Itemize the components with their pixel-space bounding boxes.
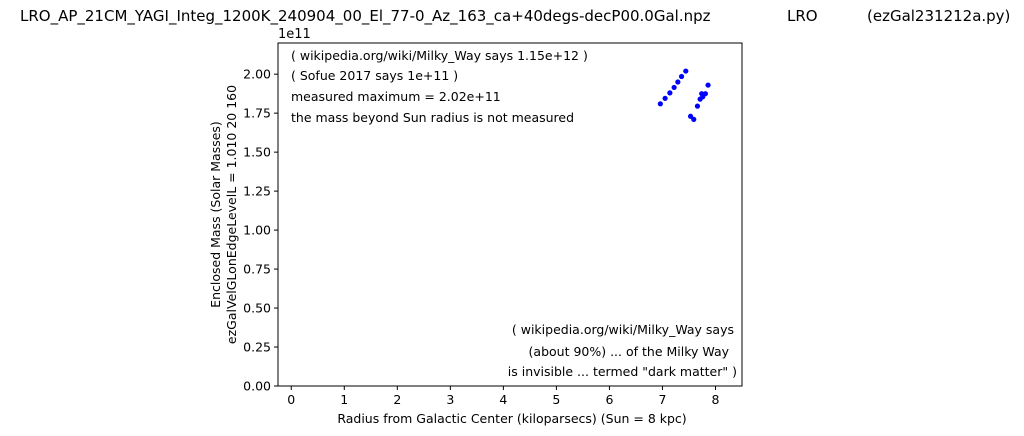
data-point — [678, 73, 685, 80]
y-tick-label: 1.00 — [243, 223, 271, 238]
header-script: (ezGal231212a.py) — [867, 7, 1010, 25]
x-tick-label: 8 — [712, 392, 720, 407]
y-tick-label: 2.00 — [243, 67, 271, 82]
annotation-bottom-1: ( wikipedia.org/wiki/Milky_Way says — [512, 322, 734, 337]
y-offset-label: 1e11 — [278, 27, 311, 42]
data-point — [657, 101, 663, 107]
y-tick-label: 0.25 — [243, 340, 271, 355]
data-point — [691, 116, 697, 122]
x-tick-label: 5 — [552, 392, 560, 407]
data-point — [694, 103, 701, 109]
annotation-bottom-2: (about 90%) ... of the Milky Way — [529, 344, 730, 359]
data-point — [705, 82, 711, 88]
annotation-bottom-3: is invisible ... termed "dark matter" ) — [508, 364, 737, 379]
x-axis-label: Radius from Galactic Center (kiloparsecs… — [337, 411, 686, 426]
header-station: LRO — [787, 7, 818, 25]
x-tick-label: 1 — [340, 392, 348, 407]
x-tick-label: 4 — [499, 392, 507, 407]
y-tick-label: 0.00 — [243, 379, 271, 394]
x-tick-label: 3 — [446, 392, 454, 407]
annotation-top-1: ( wikipedia.org/wiki/Milky_Way says 1.15… — [291, 48, 588, 63]
y-tick-label: 1.75 — [243, 106, 271, 121]
annotation-top-4: the mass beyond Sun radius is not measur… — [291, 110, 574, 125]
y-tick-label: 1.25 — [243, 184, 271, 199]
x-tick-label: 6 — [605, 392, 613, 407]
x-tick-label: 0 — [287, 392, 295, 407]
data-point — [702, 91, 709, 97]
y-axis-label-line2: ezGalVelGLonEdgeLevelL = 1.010 20 160 — [224, 85, 239, 344]
y-tick-label: 1.50 — [243, 145, 271, 160]
y-tick-label: 0.50 — [243, 301, 271, 316]
data-points — [657, 68, 711, 122]
axes: 0 1 2 3 4 5 6 7 8 0.00 0.25 0.50 0.75 1.00 1.25 1.50 1.… — [243, 42, 743, 407]
x-tick-label: 2 — [393, 392, 401, 407]
x-axis: 0 1 2 3 4 5 6 7 8 — [287, 386, 720, 407]
y-axis: 0.00 0.25 0.50 0.75 1.00 1.25 1.50 1.75 2.00 — [243, 67, 278, 394]
y-axis-label-line1: Enclosed Mass (Solar Masses) — [208, 121, 223, 308]
data-point — [687, 113, 694, 119]
plot-frame — [277, 42, 743, 387]
data-point — [683, 68, 689, 74]
header-filename: LRO_AP_21CM_YAGI_Integ_1200K_240904_00_E… — [20, 7, 711, 26]
data-point — [662, 95, 668, 101]
annotation-top-2: ( Sofue 2017 says 1e+11 ) — [291, 68, 458, 83]
annotation-top-3: measured maximum = 2.02e+11 — [291, 89, 501, 104]
data-point — [667, 90, 673, 96]
x-tick-label: 7 — [658, 392, 666, 407]
data-point — [675, 79, 681, 85]
y-tick-label: 0.75 — [243, 262, 271, 277]
data-point — [671, 84, 677, 91]
